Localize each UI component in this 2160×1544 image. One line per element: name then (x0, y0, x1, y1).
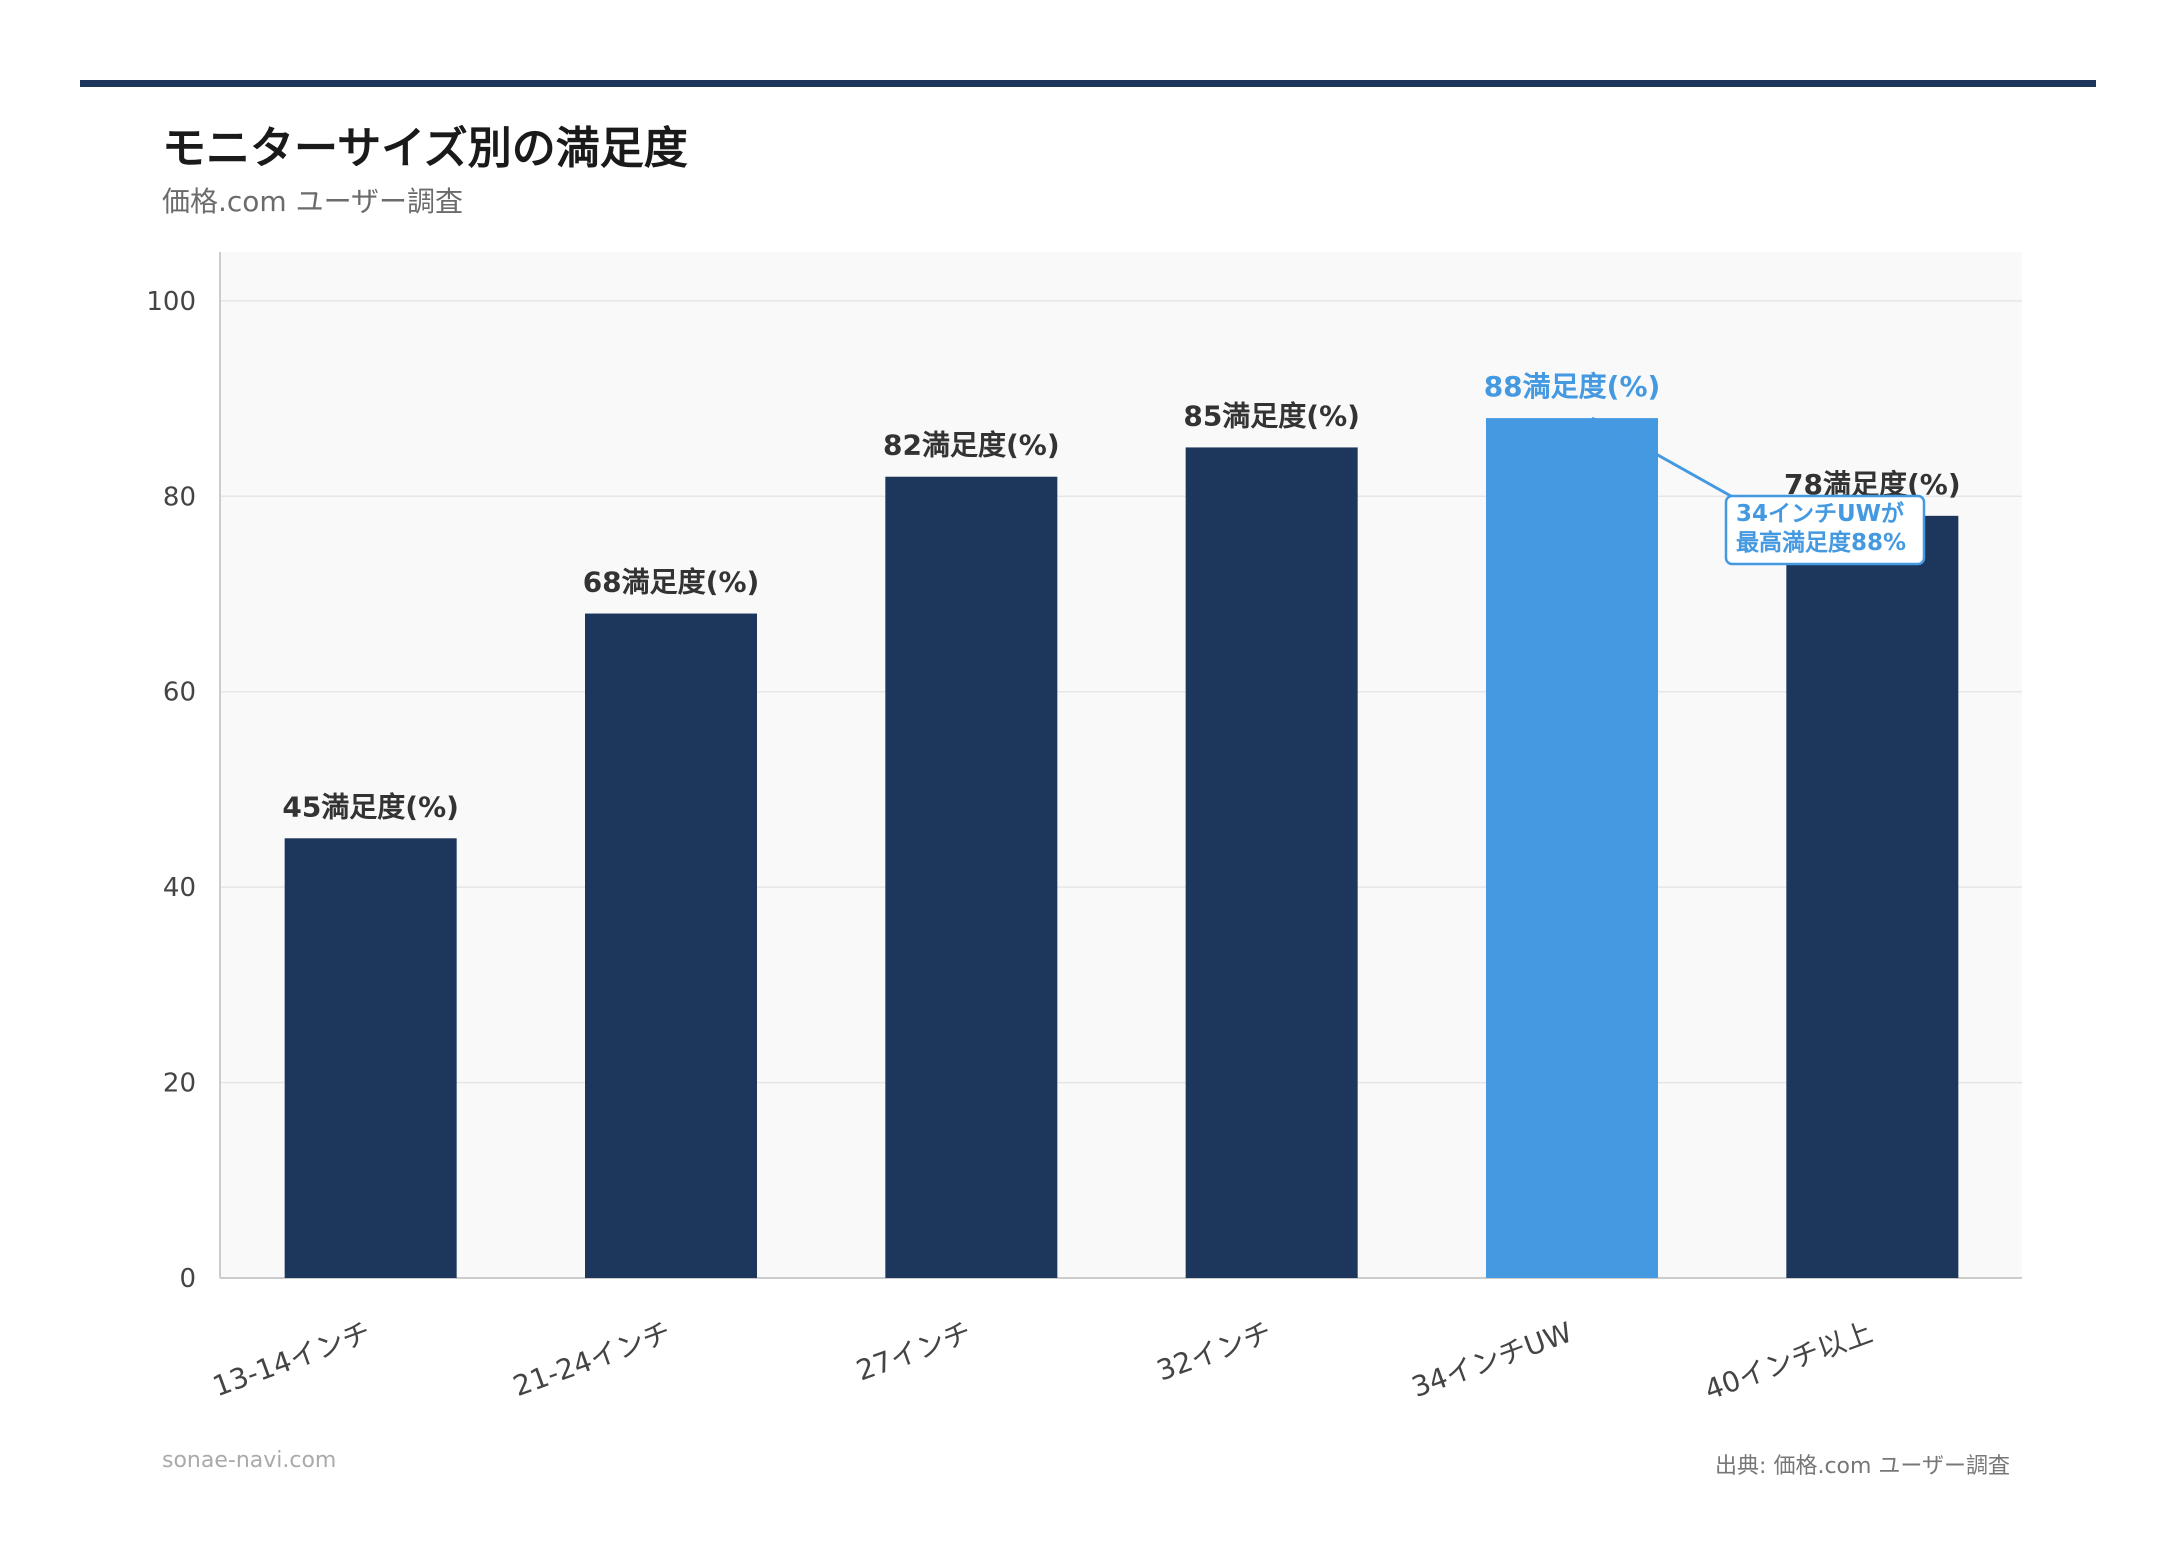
y-tick-label: 100 (146, 287, 196, 317)
footer-site: sonae-navi.com (162, 1448, 337, 1473)
chart-title: モニターサイズ別の満足度 (162, 123, 688, 174)
x-category-label: 21-24インチ (509, 1316, 676, 1404)
x-category-label: 40インチ以上 (1700, 1316, 1876, 1407)
bar-value-label: 68満足度(%) (583, 566, 760, 599)
chart-subtitle: 価格.com ユーザー調査 (162, 185, 464, 218)
footer-source: 出典: 価格.com ユーザー調査 (1715, 1454, 2010, 1479)
y-tick-label: 40 (163, 873, 196, 903)
y-tick-label: 20 (163, 1069, 196, 1099)
bar (284, 838, 457, 1278)
plot-area: 0 20 40 60 80 100 45満足度(%) 13-14インチ 68満足度(%) 21-2… (146, 252, 2022, 1407)
bar (1486, 418, 1658, 1279)
annotation-leader-line (1591, 416, 1739, 502)
bar-value-label: 45満足度(%) (282, 790, 459, 823)
y-tick-label: 80 (163, 482, 196, 512)
bar (1786, 515, 1959, 1278)
bar-value-label: 82満足度(%) (883, 429, 1060, 462)
x-category-label: 27インチ (852, 1316, 976, 1388)
x-category-label: 34インチUW (1407, 1316, 1576, 1404)
bar-value-label: 88満足度(%) (1484, 370, 1661, 403)
x-category-label: 13-14インチ (208, 1316, 375, 1404)
annotation-text: 34インチUWが (1736, 500, 1904, 527)
plot-background (220, 252, 2022, 1278)
bar (885, 476, 1058, 1278)
annotation-box (1724, 494, 1926, 566)
bar (585, 613, 757, 1278)
annotation-text: 最高満足度88% (1736, 529, 1906, 556)
top-rule (80, 80, 2096, 87)
bar-value-label: 85満足度(%) (1183, 399, 1360, 432)
y-tick-label: 0 (179, 1264, 196, 1294)
y-tick-label: 60 (163, 678, 196, 708)
x-category-label: 32インチ (1152, 1316, 1276, 1388)
bar (1185, 447, 1358, 1278)
